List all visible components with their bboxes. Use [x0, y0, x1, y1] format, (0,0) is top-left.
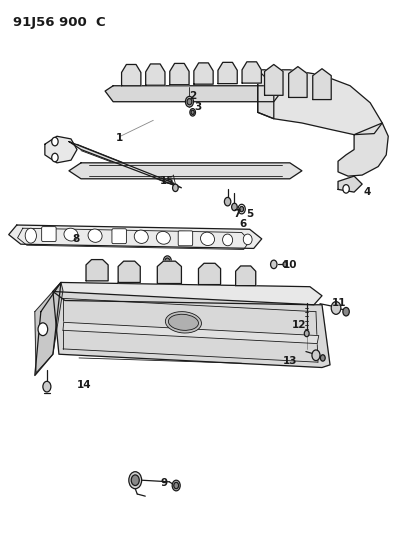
Circle shape	[129, 472, 142, 489]
Circle shape	[270, 260, 277, 269]
Polygon shape	[199, 263, 220, 285]
Circle shape	[158, 266, 163, 272]
Ellipse shape	[134, 230, 148, 244]
Text: 4: 4	[363, 187, 371, 197]
Polygon shape	[105, 86, 282, 102]
Ellipse shape	[156, 231, 170, 244]
Ellipse shape	[243, 234, 252, 245]
Circle shape	[52, 154, 58, 162]
Ellipse shape	[88, 229, 102, 243]
Text: 13: 13	[283, 356, 297, 366]
Circle shape	[283, 262, 287, 267]
Circle shape	[224, 197, 231, 206]
Polygon shape	[264, 64, 283, 95]
Text: 12: 12	[291, 320, 306, 330]
Ellipse shape	[168, 314, 198, 330]
Polygon shape	[53, 282, 322, 305]
Polygon shape	[86, 260, 108, 281]
Circle shape	[215, 268, 220, 274]
Circle shape	[187, 99, 192, 105]
Ellipse shape	[222, 234, 233, 246]
Polygon shape	[35, 282, 63, 373]
Circle shape	[87, 264, 91, 271]
FancyBboxPatch shape	[178, 231, 193, 246]
Polygon shape	[338, 123, 388, 176]
Circle shape	[102, 264, 107, 271]
Text: 9: 9	[160, 479, 168, 488]
Circle shape	[199, 268, 204, 274]
Circle shape	[168, 266, 174, 273]
Circle shape	[320, 355, 325, 361]
Circle shape	[232, 203, 237, 211]
Polygon shape	[242, 62, 261, 83]
Polygon shape	[63, 322, 319, 344]
Polygon shape	[157, 261, 181, 284]
Text: 3: 3	[195, 102, 202, 112]
Circle shape	[176, 266, 181, 272]
Text: 2: 2	[189, 91, 196, 101]
Polygon shape	[218, 62, 237, 84]
Circle shape	[43, 381, 51, 392]
Circle shape	[250, 271, 255, 277]
Circle shape	[172, 480, 180, 491]
Text: 1: 1	[116, 133, 123, 143]
Polygon shape	[338, 176, 362, 192]
Circle shape	[240, 206, 244, 212]
Polygon shape	[35, 282, 61, 375]
Circle shape	[52, 138, 58, 146]
Text: 10: 10	[283, 261, 297, 270]
Circle shape	[304, 330, 309, 337]
FancyBboxPatch shape	[112, 229, 127, 244]
Polygon shape	[45, 136, 77, 163]
Polygon shape	[313, 69, 331, 100]
Text: 15: 15	[160, 176, 174, 187]
Circle shape	[131, 475, 139, 486]
Text: 11: 11	[332, 297, 346, 308]
Circle shape	[190, 109, 195, 116]
Ellipse shape	[64, 228, 78, 241]
Polygon shape	[53, 292, 330, 368]
Text: 8: 8	[73, 234, 80, 244]
Circle shape	[312, 350, 320, 361]
Polygon shape	[69, 142, 181, 188]
Polygon shape	[194, 63, 213, 84]
FancyBboxPatch shape	[42, 227, 56, 241]
Polygon shape	[289, 67, 307, 98]
Text: 6: 6	[239, 219, 247, 229]
Circle shape	[119, 266, 124, 272]
Text: 5: 5	[246, 209, 253, 220]
Ellipse shape	[165, 312, 202, 333]
Polygon shape	[9, 225, 262, 248]
Circle shape	[163, 256, 171, 266]
Text: 7: 7	[233, 209, 241, 220]
Text: 91J56 900  C: 91J56 900 C	[13, 15, 105, 29]
Circle shape	[174, 482, 179, 489]
Circle shape	[343, 308, 349, 316]
Circle shape	[238, 204, 245, 214]
Circle shape	[185, 96, 193, 107]
Circle shape	[172, 184, 178, 191]
Text: 14: 14	[77, 379, 91, 390]
Polygon shape	[236, 266, 256, 286]
Polygon shape	[69, 163, 302, 179]
Circle shape	[165, 258, 170, 264]
Circle shape	[331, 302, 341, 314]
Ellipse shape	[25, 228, 36, 243]
Ellipse shape	[201, 232, 214, 246]
Polygon shape	[170, 63, 189, 85]
Circle shape	[343, 184, 349, 193]
Circle shape	[237, 271, 241, 277]
Circle shape	[135, 266, 139, 272]
Polygon shape	[145, 64, 165, 85]
Polygon shape	[122, 64, 141, 86]
Circle shape	[191, 110, 194, 115]
Circle shape	[38, 323, 48, 336]
Polygon shape	[118, 261, 140, 282]
Polygon shape	[258, 70, 382, 135]
Polygon shape	[258, 70, 274, 119]
